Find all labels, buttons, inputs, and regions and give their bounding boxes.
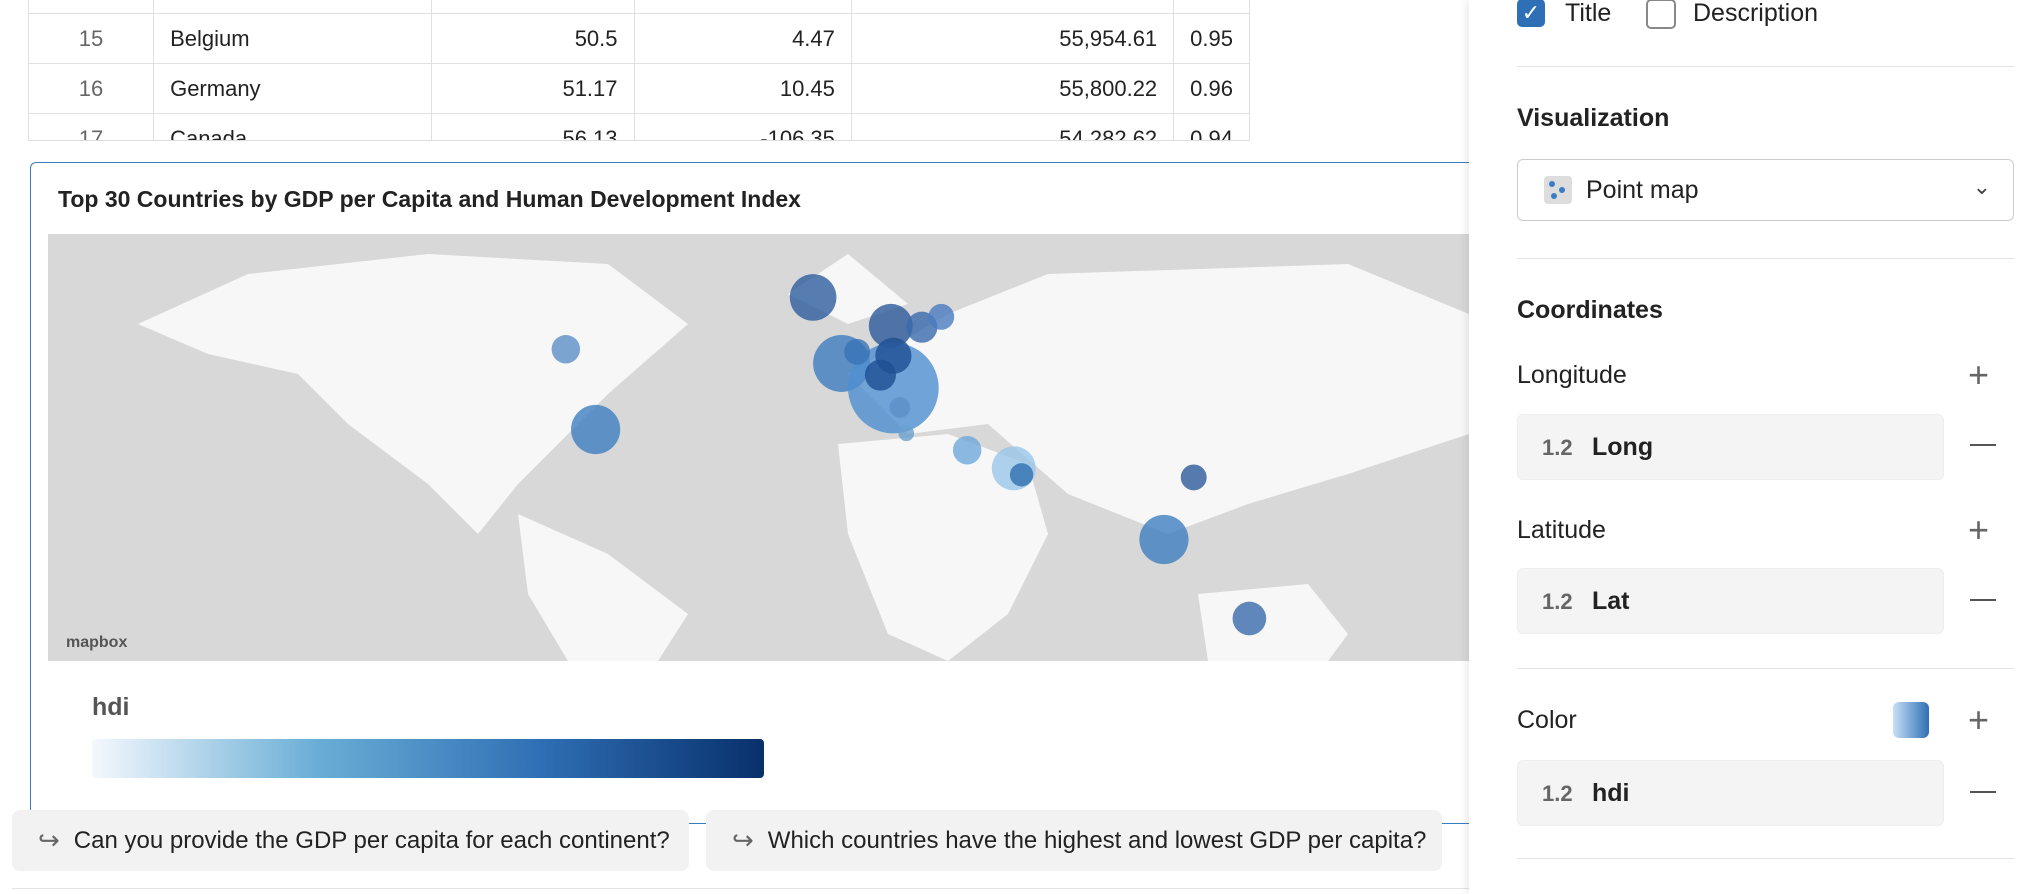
divider [1517,258,2014,259]
add-button[interactable]: + [1968,354,1990,395]
suggestion[interactable]: ↪ Which countries have the highest and lo… [706,810,1442,871]
map-point[interactable] [1232,601,1267,636]
field-type: 1.2 [1542,435,1573,460]
table-cell: 0.96 [1173,63,1250,114]
checkbox-label: Description [1693,0,1819,27]
legend-gradient [92,739,764,778]
table-cell: 51.17 [430,63,635,114]
divider [12,888,1469,889]
table-cell: 4.47 [633,13,852,64]
field-label: Latitude [1517,516,1606,544]
map: mapbox [48,234,1469,661]
dropdown[interactable]: Point map ⌄ [1517,159,2014,221]
table-row: 17 Canada 56.13 -106.35 54,282.62 0.94 [28,113,1250,140]
point-map-icon [1544,176,1572,204]
map-point[interactable] [1139,514,1189,565]
table-cell: 15 [28,13,155,64]
map-point[interactable] [864,359,896,391]
legend-title: hdi [92,693,130,721]
field-name: Lat [1592,587,1630,615]
field-name: Long [1592,433,1654,461]
field-pill[interactable]: 1.2 Long [1517,414,1944,480]
map-point[interactable] [868,303,913,348]
table-cell: 17 [28,113,155,140]
divider [1517,66,2014,67]
map-attribution: mapbox [66,634,127,651]
map-land [138,254,1469,661]
section-title: Coordinates [1517,296,1663,324]
table-cell: 54,282.62 [850,113,1175,140]
table-cell: 0.94 [1173,113,1250,140]
table-row: 16 Germany 51.17 10.45 55,800.22 0.96 [28,63,1250,114]
add-button[interactable]: + [1968,509,1990,550]
field-pill[interactable]: 1.2 Lat [1517,568,1944,634]
map-point[interactable] [551,334,581,364]
remove-button[interactable] [1970,791,1996,793]
map-point[interactable] [889,397,911,418]
field-name: hdi [1592,779,1630,807]
checkbox[interactable] [1646,0,1676,29]
table-row: 15 Belgium 50.5 4.47 55,954.61 0.95 [28,13,1250,64]
field-pill[interactable]: 1.2 hdi [1517,760,1944,826]
map-point[interactable] [844,338,871,365]
divider [1517,668,2014,669]
chart-title: Top 30 Countries by GDP per Capita and H… [58,186,801,212]
map-point[interactable] [952,435,982,465]
table-cell: 55,954.61 [850,13,1175,64]
dropdown-value: Point map [1586,176,1699,204]
icon: ↪ [732,825,754,855]
suggestion-text: Which countries have the highest and low… [767,826,1427,854]
map-point[interactable] [928,303,955,330]
divider [1517,858,2014,859]
table-container: 15 Belgium 50.5 4.47 55,954.61 0.95 16 Germany 5… [28,0,1250,141]
map-point[interactable] [571,404,621,455]
remove-button[interactable] [1970,444,1996,446]
data-table: 15 Belgium 50.5 4.47 55,954.61 0.95 16 Germany 5… [28,0,1250,140]
color-swatch[interactable] [1893,702,1929,738]
field-type: 1.2 [1542,781,1573,806]
field-label: Color [1517,706,1577,734]
suggestion-text: Can you provide the GDP per capita for e… [73,826,670,854]
checkbox-label: Title [1565,0,1612,27]
map-point[interactable] [1009,463,1034,487]
table-cell: 10.45 [633,63,852,114]
chevron: ⌄ [1972,174,1991,199]
field-label: Longitude [1517,361,1627,389]
icon: ↪ [38,825,60,855]
table-cell: 50.5 [430,13,635,64]
map-point[interactable] [1180,464,1207,491]
table-row [28,0,1250,14]
add-button[interactable]: + [1968,699,1990,740]
table-cell: Belgium [153,13,432,64]
table-cell: Canada [153,113,432,140]
table-cell: Germany [153,63,432,114]
map-point[interactable] [898,425,915,442]
table-cell: 16 [28,63,155,114]
table-cell: -106.35 [633,113,852,140]
checkbox-checked[interactable]: ✓ [1517,0,1545,27]
table-cell: 56.13 [430,113,635,140]
section-title: Visualization [1517,104,1670,132]
remove-button[interactable] [1970,599,1996,601]
suggestion[interactable]: ↪ Can you provide the GDP per capita for … [12,810,689,871]
field-type: 1.2 [1542,589,1573,614]
table-cell: 55,800.22 [850,63,1175,114]
table-cell: 0.95 [1173,13,1250,64]
map-point[interactable] [789,274,837,321]
